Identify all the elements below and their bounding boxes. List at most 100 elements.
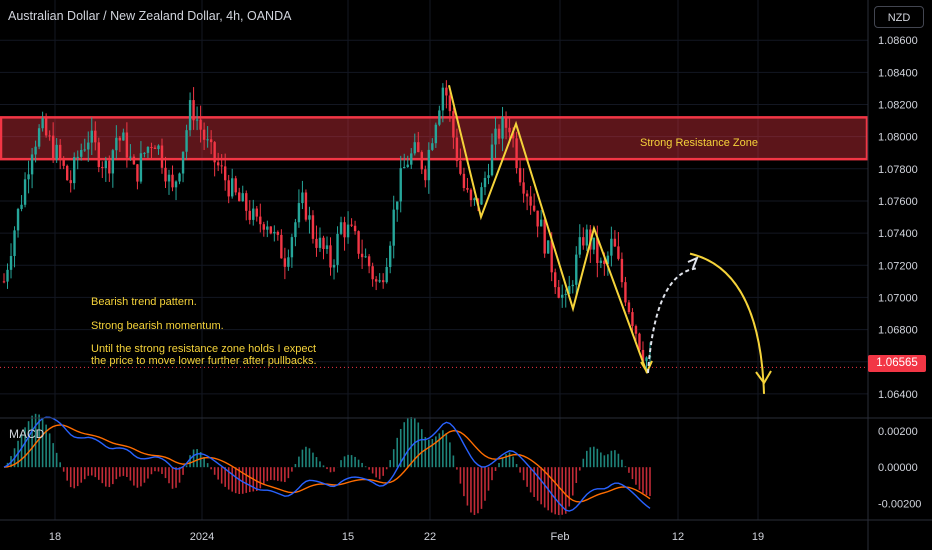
candle-body — [350, 224, 353, 226]
candle-body — [192, 100, 195, 121]
candle-body — [160, 145, 164, 168]
candle-body — [610, 238, 613, 256]
candle-body — [44, 118, 48, 136]
projection-up — [647, 267, 697, 374]
candle-body — [417, 142, 420, 153]
candle-body — [276, 231, 280, 235]
candle-body — [525, 193, 529, 197]
y-tick-label: 1.08600 — [878, 35, 918, 47]
candle-body — [252, 208, 255, 220]
note-line-1: Bearish trend pattern. — [91, 296, 197, 308]
candle-body — [129, 156, 132, 158]
candle-body — [392, 209, 395, 246]
axis-settings-button[interactable] — [878, 526, 922, 546]
candle-body — [195, 119, 199, 121]
candle-body — [94, 130, 97, 143]
grid — [0, 0, 868, 520]
candle-body — [37, 128, 41, 147]
candle-body — [403, 167, 406, 169]
candle-body — [546, 240, 550, 254]
candle-body — [122, 132, 125, 141]
candle-body — [539, 219, 543, 227]
candle-body — [339, 222, 343, 234]
note-line-2: Strong bearish momentum. — [91, 320, 224, 332]
candle-body — [174, 181, 178, 188]
candle-body — [104, 160, 108, 169]
candle-body — [90, 130, 93, 143]
candle-body — [490, 144, 494, 176]
candle-body — [202, 129, 206, 140]
pattern-zigzag — [448, 84, 648, 374]
currency-button[interactable]: NZD — [874, 6, 924, 28]
candle-body — [308, 215, 311, 220]
candle-body — [627, 302, 631, 313]
candle-body — [634, 326, 638, 334]
candle-body — [374, 279, 378, 282]
candle-body — [568, 286, 571, 294]
y-tick-label: 1.07000 — [878, 292, 918, 304]
chart-title: Australian Dollar / New Zealand Dollar, … — [8, 9, 292, 23]
candle-body — [438, 110, 441, 125]
candle-body — [118, 137, 122, 141]
candle-body — [329, 245, 332, 268]
projection-up-arrowhead — [687, 256, 699, 269]
candle-body — [304, 192, 308, 220]
candle-body — [441, 87, 445, 111]
candle-body — [504, 116, 508, 128]
candle-body — [171, 174, 174, 188]
candle-body — [357, 231, 360, 254]
candle-body — [420, 152, 423, 170]
candle-body — [529, 196, 532, 206]
candle-body — [2, 281, 6, 283]
candle-body — [209, 139, 213, 143]
y-tick-label: 1.08400 — [878, 67, 918, 79]
candle-body — [599, 260, 603, 264]
candle-body — [532, 205, 536, 211]
candle-body — [473, 198, 476, 201]
candle-body — [445, 87, 448, 96]
candle-body — [469, 189, 473, 201]
candle-body — [41, 118, 44, 129]
candle-body — [638, 333, 641, 350]
candle-body — [227, 180, 230, 197]
candle-body — [143, 152, 146, 154]
candle-body — [153, 147, 157, 150]
candle-body — [343, 222, 346, 238]
x-tick-label: 19 — [752, 531, 764, 543]
candle-body — [241, 193, 244, 202]
candle-body — [294, 222, 297, 238]
candle-body — [564, 293, 567, 295]
candle-body — [410, 153, 413, 165]
x-tick-label: 22 — [424, 531, 436, 543]
candle-body — [585, 229, 589, 246]
candle-body — [132, 156, 136, 165]
candle-body — [315, 238, 318, 248]
candle-body — [34, 146, 37, 155]
candle-body — [483, 177, 487, 188]
candle-body — [27, 174, 30, 180]
candle-body — [266, 226, 269, 230]
candle-body — [139, 153, 143, 182]
candle-body — [23, 179, 27, 205]
candle-body — [259, 216, 262, 225]
candle-body — [378, 280, 381, 282]
candle-body — [301, 192, 304, 204]
candle-body — [238, 192, 241, 202]
macd-signal-line — [3, 424, 651, 503]
resistance-zone-box — [0, 116, 869, 161]
candle-body — [494, 128, 497, 145]
candle-body — [497, 128, 501, 139]
candle-body — [255, 208, 258, 217]
candle-body — [613, 238, 617, 247]
candle-body — [97, 142, 100, 167]
candle-body — [16, 208, 20, 231]
candle-body — [561, 294, 564, 298]
macd-label: MACD — [9, 427, 45, 441]
projection-down — [689, 252, 765, 394]
candle-body — [501, 116, 504, 139]
x-tick-label: 12 — [672, 531, 684, 543]
candle-body — [136, 164, 139, 182]
y-tick-label: 1.08000 — [878, 132, 918, 144]
